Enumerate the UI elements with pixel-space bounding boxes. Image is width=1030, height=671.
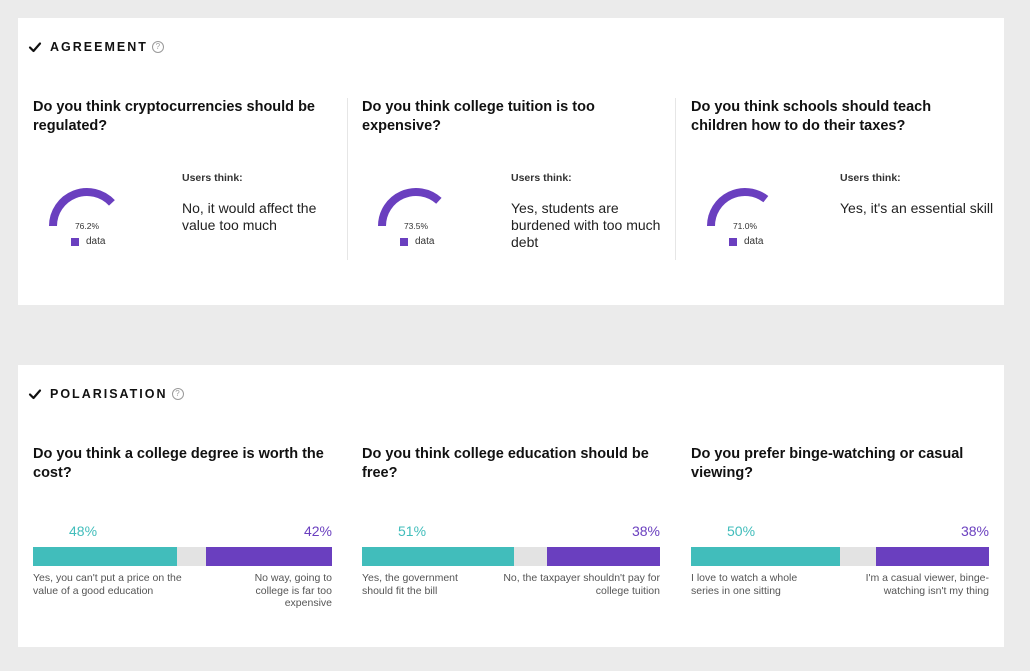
polarisation-panel: POLARISATION ? Do you think a college de… (18, 365, 1004, 647)
polarisation-card-1: Do you think a college degree is worth t… (33, 445, 332, 615)
left-option-label: I love to watch a whole series in one si… (691, 572, 798, 597)
bar-right-segment (206, 547, 332, 566)
polarisation-bar (33, 547, 332, 566)
polarisation-card-3: Do you prefer binge-watching or casual v… (691, 445, 989, 615)
question-text: Do you think cryptocurrencies should be … (33, 99, 315, 134)
agreement-card-2: Do you think college tuition is too expe… (362, 98, 677, 268)
check-icon (28, 42, 42, 53)
agreement-card-3: Do you think schools should teach childr… (691, 98, 993, 268)
users-think-answer: Yes, students are burdened with too much… (511, 200, 661, 250)
right-percentage: 38% (960, 523, 989, 539)
bar-right-segment (875, 547, 989, 566)
bar-left-segment (33, 547, 177, 566)
agreement-header[interactable]: AGREEMENT ? (28, 40, 164, 54)
right-percentage: 42% (303, 523, 332, 539)
question-text: Do you think schools should teach childr… (691, 99, 932, 134)
gauge-track (108, 200, 125, 227)
bar-right-segment (546, 547, 660, 566)
gauge-fill (378, 188, 442, 227)
gauge-fill (49, 188, 115, 227)
legend-swatch (71, 237, 79, 246)
agreement-title: AGREEMENT (50, 40, 148, 54)
users-think-label: Users think: (840, 172, 901, 184)
polarisation-header[interactable]: POLARISATION ? (28, 387, 184, 401)
right-option-label: No way, going to college is far too expe… (254, 572, 332, 609)
legend-swatch (729, 237, 737, 246)
gauge-percentage: 71.0% (732, 221, 758, 231)
gauge-legend: data (729, 236, 763, 247)
left-option-label: Yes, the government should fit the bill (362, 572, 458, 597)
gauge-percentage: 73.5% (403, 221, 429, 231)
left-percentage: 51% (398, 523, 427, 539)
question-text: Do you think a college degree is worth t… (33, 446, 324, 481)
users-think-label: Users think: (511, 172, 572, 184)
legend-label: data (415, 236, 435, 247)
right-percentage: 38% (631, 523, 660, 539)
question-text: Do you think college education should be… (362, 446, 649, 481)
gauge-track (436, 197, 454, 227)
polarisation-bar (362, 547, 660, 566)
question-text: Do you think college tuition is too expe… (362, 99, 595, 134)
legend-label: data (86, 236, 106, 247)
left-option-label: Yes, you can't put a price on the value … (33, 572, 182, 597)
right-option-label: I'm a casual viewer, binge-watching isn'… (865, 572, 989, 597)
bar-left-segment (691, 547, 840, 566)
help-icon[interactable]: ? (171, 388, 184, 400)
gauge-chart (707, 188, 783, 227)
bar-neutral-segment (840, 547, 876, 566)
gauge-percentage: 76.2% (74, 221, 100, 231)
gauge-fill (707, 188, 769, 227)
users-think-answer: Yes, it's an essential skill (840, 200, 994, 216)
check-icon (28, 389, 42, 400)
card-divider (347, 98, 348, 260)
polarisation-bar (691, 547, 989, 566)
users-think-label: Users think: (182, 172, 243, 184)
agreement-panel: AGREEMENT ? Do you think cryptocurrencie… (18, 18, 1004, 305)
polarisation-title: POLARISATION (50, 387, 168, 401)
card-divider (675, 98, 676, 260)
gauge-track (763, 195, 783, 227)
agreement-card-1: Do you think cryptocurrencies should be … (33, 98, 348, 268)
gauge-chart (378, 188, 454, 227)
polarisation-card-2: Do you think college education should be… (362, 445, 660, 615)
gauge-legend: data (71, 236, 105, 247)
users-think-answer: No, it would affect the value too much (182, 200, 317, 233)
bar-neutral-segment (176, 547, 207, 566)
gauge-chart (49, 188, 125, 227)
legend-label: data (744, 236, 764, 247)
gauge-legend: data (400, 236, 434, 247)
question-text: Do you prefer binge-watching or casual v… (691, 446, 964, 481)
bar-left-segment (362, 547, 514, 566)
bar-neutral-segment (513, 547, 547, 566)
legend-swatch (400, 237, 408, 246)
left-percentage: 50% (727, 523, 756, 539)
help-icon[interactable]: ? (151, 41, 164, 53)
left-percentage: 48% (69, 523, 98, 539)
right-option-label: No, the taxpayer shouldn't pay for colle… (503, 572, 660, 597)
